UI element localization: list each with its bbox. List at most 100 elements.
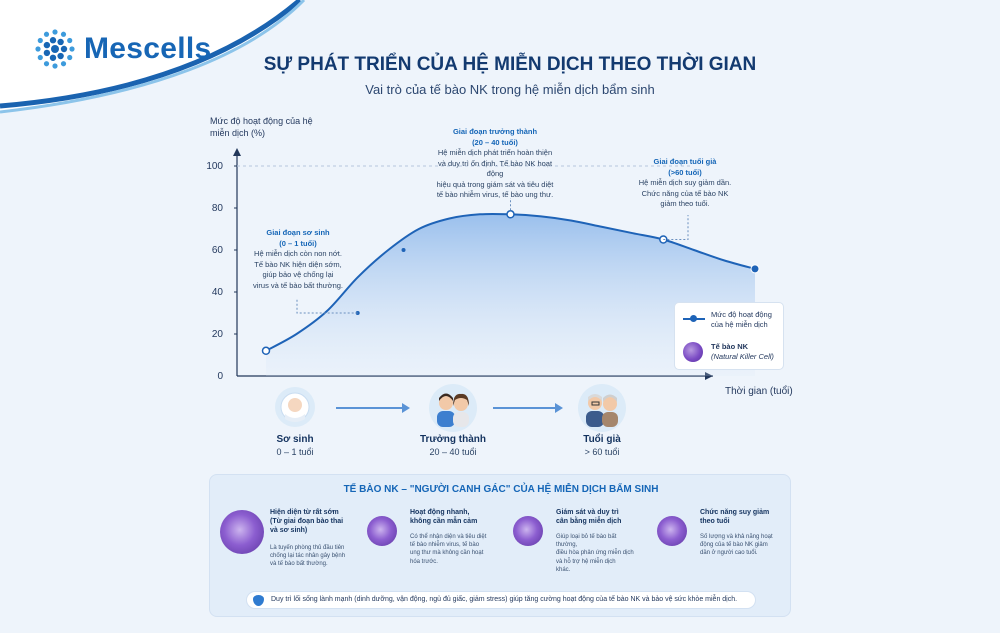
card-body-line: Có thể nhận diện và tiêu diệt — [410, 534, 487, 540]
card-title: Chức năng suy giảm theo tuổi — [700, 508, 782, 526]
annotation-line: Tế bào NK hiện diện sớm, — [254, 259, 342, 269]
nk-cell-icon — [220, 510, 264, 554]
legend-label-line: Mức độ hoạt động — [711, 310, 772, 319]
y-tick-label: 100 — [206, 161, 223, 172]
brand-name: Mescells — [84, 32, 212, 65]
logo-dot — [43, 31, 50, 37]
stage-newborn-range: 0 – 1 tuổi — [276, 447, 314, 457]
legend-nk-name: Tế bào NK — [711, 342, 749, 351]
annotation-range: (>60 tuổi) — [668, 167, 702, 177]
card-body: Giúp loại bỏ tế bào bất thường, điều hòa… — [556, 533, 638, 574]
logo-dot — [49, 54, 57, 61]
stage-elderly-range: > 60 tuổi — [584, 447, 620, 457]
card-title-line: (Từ giai đoạn bào thai — [270, 518, 344, 525]
card-body: Có thể nhận diện và tiêu diệt tế bào nhi… — [410, 533, 492, 566]
card-title-line: không cần mẫn cảm — [410, 518, 478, 525]
card-body-line: khác. — [556, 566, 571, 573]
info-card-surveillance: Giám sát và duy trì cân bằng miễn dịch G… — [504, 506, 638, 586]
y-tick-label: 40 — [212, 287, 224, 298]
shield-icon — [253, 595, 264, 606]
card-title-line: theo tuổi — [700, 518, 730, 525]
info-card-early-presence: Hiện diện từ rất sớm (Từ giai đoạn bào t… — [218, 506, 352, 586]
annotation-line: giảm theo tuổi. — [660, 199, 710, 208]
x-axis-label: Thời gian (tuổi) — [725, 386, 793, 397]
header-swoosh — [0, 0, 306, 114]
logo-dot — [57, 38, 64, 46]
stage-adult-label: Trưởng thành — [419, 434, 486, 445]
card-body-line: Giúp loại bỏ tế bào bất thường, — [556, 534, 617, 549]
chart-legend: Mức độ hoạt động của hệ miễn dịch Tế bào… — [674, 302, 784, 370]
logo-dot — [60, 61, 67, 67]
stage-elderly-circle — [578, 384, 626, 432]
card-body-line: và tế bào bất thường. — [270, 561, 328, 568]
logo-dot — [52, 29, 58, 35]
logo-dot — [37, 37, 43, 44]
arrow-right-icon — [555, 403, 563, 413]
logo-dot — [51, 45, 59, 53]
y-tick-label: 0 — [217, 371, 223, 382]
card-title: Giám sát và duy trì cân bằng miễn dịch — [556, 508, 638, 526]
annotation-line: và duy trì ổn định. Tế bào NK hoạt động — [437, 158, 553, 179]
info-card-decline: Chức năng suy giảm theo tuổi Số lượng và… — [648, 506, 782, 586]
stage-elderly-label: Tuổi già — [583, 434, 621, 445]
legend-label-line: của hệ miễn dịch — [711, 320, 768, 329]
logo-dot — [35, 46, 41, 52]
stage-arrow-2 — [493, 407, 555, 409]
card-title-line: cân bằng miễn dịch — [556, 518, 622, 525]
card-body-line: động của tế bào NK giảm — [700, 542, 768, 549]
legend-label-nk: Tế bào NK (Natural Killer Cell) — [711, 342, 774, 362]
y-axis-arrow — [233, 148, 241, 156]
annotation-elderly: Giai đoạn tuổi già (>60 tuổi) Hệ miễn dị… — [635, 157, 735, 210]
annotation-title: Giai đoạn sơ sinh — [266, 228, 330, 237]
annotation-line: Hệ miễn dịch suy giảm dần. — [638, 178, 732, 187]
card-title: Hoạt động nhanh, không cần mẫn cảm — [410, 508, 492, 526]
annotation-adult: Giai đoạn trưởng thành (20 – 40 tuổi) Hệ… — [430, 127, 560, 201]
card-title-line: Giám sát và duy trì — [556, 509, 619, 516]
logo-dot — [60, 31, 67, 37]
nk-cell-decline-icon — [657, 516, 687, 546]
card-title: Hiện diện từ rất sớm (Từ giai đoạn bào t… — [270, 508, 352, 535]
footer-tip: Duy trì lối sống lành mạnh (dinh dưỡng, … — [246, 591, 756, 609]
y-tick-label: 20 — [212, 329, 224, 340]
annotation-title: Giai đoạn tuổi già — [653, 157, 717, 166]
data-point — [750, 264, 760, 274]
logo-dot — [43, 41, 51, 49]
card-body-line: chống lại tác nhân gây bệnh — [270, 553, 346, 560]
logo-dot — [37, 54, 43, 61]
card-body-line: hóa trước. — [410, 558, 438, 565]
y-tick-label: 80 — [212, 203, 224, 214]
stage-arrow-1 — [336, 407, 402, 409]
nk-cell-virus-icon — [513, 516, 543, 546]
annotation-line: giúp bảo vệ chống lại — [262, 270, 334, 279]
nk-cell-attacking-icon — [367, 516, 397, 546]
logo-dot — [67, 37, 73, 44]
card-body-line: dần ở người cao tuổi. — [700, 550, 758, 557]
stage-newborn-label: Sơ sinh — [276, 434, 314, 445]
card-title-line: Hoạt động nhanh, — [410, 509, 470, 516]
annotation-line: tế bào nhiễm virus, tế bào ung thư. — [436, 190, 554, 199]
logo-dot — [52, 63, 58, 69]
baby-icon — [280, 392, 310, 422]
card-body: Là tuyến phòng thủ đầu tiên chống lại tá… — [270, 544, 352, 569]
cell-dots-logo-icon — [35, 29, 75, 69]
y-axis-label: Mức độ hoạt động của hệ miễn dịch (%) — [210, 116, 313, 138]
card-body-line: ung thư mà không cần hoạt — [410, 550, 484, 557]
card-title-line: Hiện diện từ rất sớm — [270, 509, 339, 516]
logo-dot — [49, 37, 57, 44]
adults-icon — [437, 393, 469, 427]
annotation-newborn: Giai đoạn sơ sinh (0 – 1 tuổi) Hệ miễn d… — [248, 228, 348, 291]
card-body-line: và hỗ trợ hệ miễn dịch — [556, 558, 616, 565]
logo-dot — [43, 61, 50, 67]
legend-label-activity: Mức độ hoạt động của hệ miễn dịch — [711, 310, 772, 330]
data-point — [401, 248, 406, 252]
annotation-line: virus và tế bào bất thường. — [253, 280, 343, 290]
info-card-fast-action: Hoạt động nhanh, không cần mẫn cảm Có th… — [358, 506, 492, 586]
card-body: Số lượng và khả năng hoạt động của tế bà… — [700, 533, 782, 558]
annotation-leader — [296, 298, 358, 314]
logo-dot — [67, 54, 73, 61]
data-point — [261, 346, 271, 356]
page-title: SỰ PHÁT TRIỂN CỦA HỆ MIỄN DỊCH THEO THỜI… — [263, 54, 757, 75]
card-title-line: Chức năng suy giảm — [700, 509, 770, 516]
card-body-line: điều hòa phản ứng miễn dịch — [556, 550, 634, 557]
